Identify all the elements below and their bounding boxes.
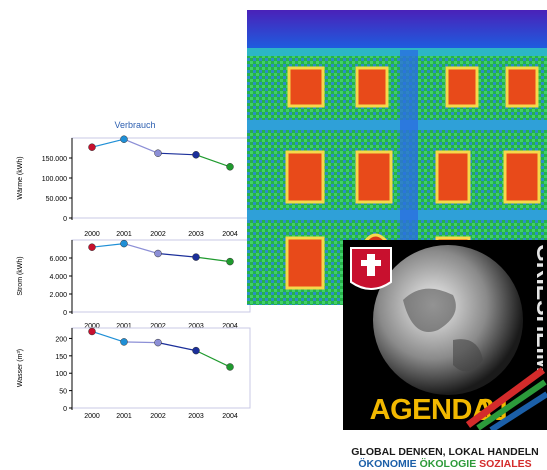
data-point (226, 363, 234, 371)
x-tick-label: 2000 (84, 231, 100, 238)
data-point (88, 243, 96, 251)
slogan-line-2: ÖKONOMIE ÖKOLOGIE SOZIALES (343, 458, 547, 470)
city-crest-icon (350, 247, 392, 290)
data-point (192, 151, 200, 159)
data-point (154, 338, 162, 347)
x-tick-label: 2000 (84, 323, 100, 330)
y-tick-label: 2.000 (49, 292, 67, 299)
y-axis-label: Wärme (kWh) (17, 156, 24, 199)
x-tick-label: 2001 (116, 413, 132, 420)
y-tick-label: 200 (55, 336, 67, 343)
series-line (123, 243, 159, 255)
x-tick-label: 2002 (150, 413, 166, 420)
series-line (91, 243, 125, 248)
plot-frame (71, 327, 251, 409)
y-tick-label: 100.000 (42, 176, 67, 183)
x-tick-label: 2003 (188, 323, 204, 330)
series-line (157, 152, 197, 156)
agenda21-logo: GRIESHEIM AGENDA 21 (343, 240, 547, 430)
y-tick-label: 50.000 (46, 196, 68, 203)
series-line (195, 350, 231, 368)
slogan-soziales: SOZIALES (479, 458, 532, 470)
y-tick-label: 50 (59, 389, 67, 396)
data-point (88, 327, 96, 336)
data-point (120, 135, 128, 143)
y-tick-label: 0 (63, 406, 67, 413)
y-tick-label: 6.000 (49, 256, 67, 263)
y-tick-label: 0 (63, 216, 67, 223)
x-tick-label: 2001 (116, 231, 132, 238)
griesheim-text: GRIESHEIM (532, 244, 543, 373)
x-tick-label: 2003 (188, 231, 204, 238)
series-line (123, 138, 159, 154)
series-line (91, 330, 125, 343)
plot-frame (71, 239, 251, 313)
y-tick-label: 0 (63, 310, 67, 317)
y-tick-label: 100 (55, 371, 67, 378)
series-line (195, 256, 231, 263)
chart-title: Verbrauch (114, 120, 155, 130)
slogan-oekologie: ÖKOLOGIE (419, 458, 477, 470)
x-tick-label: 2004 (222, 231, 238, 238)
x-tick-label: 2000 (84, 413, 100, 420)
data-point (192, 346, 200, 355)
data-point (226, 163, 234, 171)
x-tick-label: 2004 (222, 413, 238, 420)
series-line (123, 341, 159, 344)
data-point (154, 249, 162, 258)
slogan-oekonomie: ÖKONOMIE (358, 458, 417, 470)
series-line (91, 138, 125, 148)
data-point (88, 143, 96, 151)
series-line (195, 154, 231, 168)
griesheim-vertical-text: GRIESHEIM (532, 244, 543, 373)
data-point (154, 149, 162, 157)
data-point (120, 239, 128, 248)
series-line (157, 252, 197, 258)
x-tick-label: 2002 (150, 323, 166, 330)
data-point (226, 257, 234, 266)
y-tick-label: 4.000 (49, 274, 67, 281)
y-axis-label: Strom (kWh) (17, 256, 24, 295)
slogan-line-1: GLOBAL DENKEN, LOKAL HANDELN (351, 446, 539, 458)
y-tick-label: 150 (55, 354, 67, 361)
earth-image (350, 245, 523, 395)
data-point (120, 338, 128, 346)
ribbon-swoosh-icon (465, 367, 547, 430)
y-tick-label: 150.000 (42, 156, 67, 163)
x-tick-label: 2004 (222, 323, 238, 330)
x-tick-label: 2003 (188, 413, 204, 420)
series-line (157, 342, 197, 352)
data-point (192, 253, 200, 261)
x-tick-label: 2002 (150, 231, 166, 238)
y-axis-label: Wasser (m³) (17, 349, 24, 387)
x-tick-label: 2001 (116, 323, 132, 330)
plot-frame (71, 137, 251, 219)
